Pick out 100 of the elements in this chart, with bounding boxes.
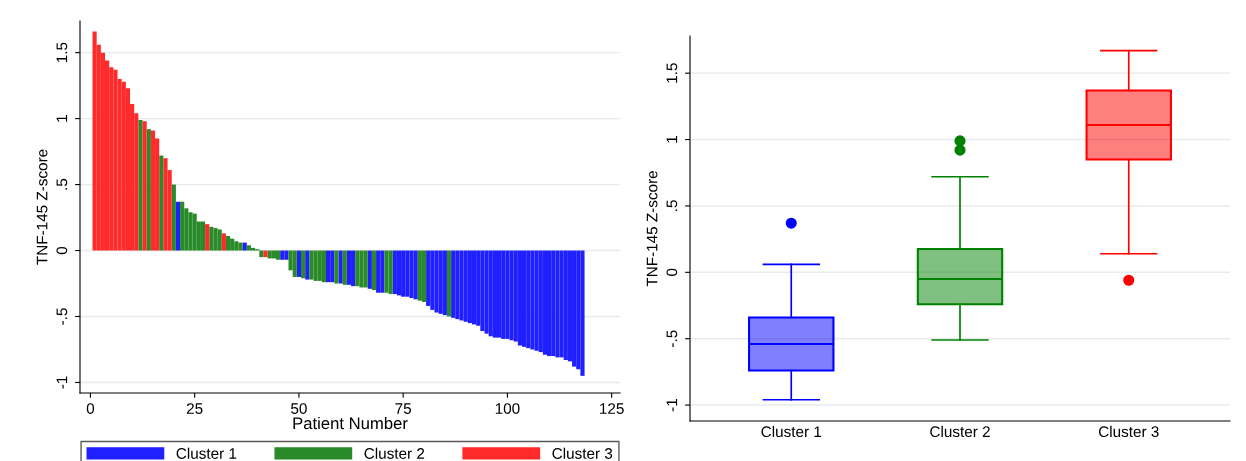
bar [580, 250, 585, 376]
bar [572, 250, 577, 367]
bar [492, 250, 497, 338]
bar [309, 250, 314, 280]
x-tick-label: 100 [495, 403, 520, 414]
bar [547, 250, 552, 357]
y-tick-label: 0 [56, 246, 68, 255]
y-tick-label: -1 [56, 376, 68, 389]
bar [138, 119, 143, 251]
bar [538, 250, 543, 353]
bar [555, 250, 560, 358]
bar [205, 224, 210, 251]
bar [526, 250, 531, 349]
bar [146, 129, 151, 251]
bar [384, 250, 389, 293]
bar [380, 250, 385, 293]
bar [401, 250, 406, 297]
bar [501, 250, 506, 339]
x-tick-label: Cluster 3 [1098, 425, 1159, 438]
legend-label: Cluster 1 [176, 447, 237, 459]
bar [430, 250, 435, 310]
bar [330, 250, 335, 283]
bar [180, 201, 185, 251]
bar [121, 81, 126, 251]
y-tick-label: 0 [666, 268, 678, 276]
bar [509, 250, 514, 341]
bar [346, 250, 352, 285]
bar [150, 130, 156, 251]
bar [413, 250, 418, 300]
bar [517, 250, 523, 346]
bar [563, 250, 568, 361]
bar [250, 247, 256, 251]
bar [396, 250, 402, 296]
bar [175, 201, 181, 251]
bar [534, 250, 539, 351]
bar [326, 250, 331, 283]
x-tick-label: Cluster 2 [930, 425, 990, 438]
bar [171, 184, 176, 251]
bar [163, 158, 168, 251]
bar [246, 245, 251, 251]
bar [305, 250, 310, 280]
y-axis-title: TNF-145 Z-score [646, 171, 658, 287]
bar [426, 250, 431, 306]
y-tick-label: 1.5 [56, 42, 68, 63]
x-tick-label: 25 [186, 403, 203, 414]
bar [467, 250, 472, 324]
bar [188, 212, 193, 251]
bar [376, 250, 381, 293]
bar [451, 250, 456, 318]
bar [334, 250, 339, 284]
bar [351, 250, 356, 287]
bar [296, 250, 301, 277]
bar [459, 250, 464, 321]
bar [367, 250, 372, 289]
bar [463, 250, 468, 322]
bar [542, 250, 548, 355]
y-axis-title: TNF-145 Z-score [36, 149, 48, 265]
bar [446, 250, 452, 317]
x-tick-label: 50 [291, 403, 307, 414]
bar [280, 250, 285, 260]
y-tick-label: 1 [666, 136, 678, 143]
bar [213, 228, 218, 251]
bar [200, 221, 206, 251]
bar [355, 250, 360, 287]
y-tick-label: -.5 [56, 308, 68, 325]
bar [388, 250, 393, 295]
x-tick-label: 0 [86, 403, 95, 414]
bar [484, 250, 489, 334]
bar [471, 250, 477, 325]
bar [338, 250, 343, 284]
bar [513, 250, 518, 342]
y-tick-label: -1 [666, 399, 678, 412]
bar [488, 250, 493, 337]
y-tick-label: -.5 [666, 330, 678, 347]
bar [317, 250, 322, 281]
bar [192, 213, 197, 251]
legend-label: Cluster 3 [552, 447, 613, 459]
x-tick-label: 75 [395, 403, 412, 414]
bar [522, 250, 527, 347]
bar [230, 238, 235, 251]
bar [242, 242, 247, 251]
y-tick-label: .5 [666, 200, 678, 211]
bar [496, 250, 502, 338]
bar [313, 250, 318, 281]
bar [301, 250, 306, 279]
bar [551, 250, 556, 357]
bar [159, 155, 164, 251]
bar [421, 250, 427, 302]
bar [392, 250, 397, 295]
y-tick-label: 1 [56, 115, 68, 122]
y-tick-label: .5 [56, 178, 68, 190]
bar [113, 69, 118, 251]
y-tick-label: 1.5 [666, 63, 678, 83]
bar [438, 250, 443, 314]
bar [217, 229, 222, 251]
bar [442, 250, 447, 316]
bar [405, 250, 410, 297]
legend-label: Cluster 2 [364, 447, 425, 459]
bar [359, 250, 364, 288]
bar [92, 31, 97, 251]
